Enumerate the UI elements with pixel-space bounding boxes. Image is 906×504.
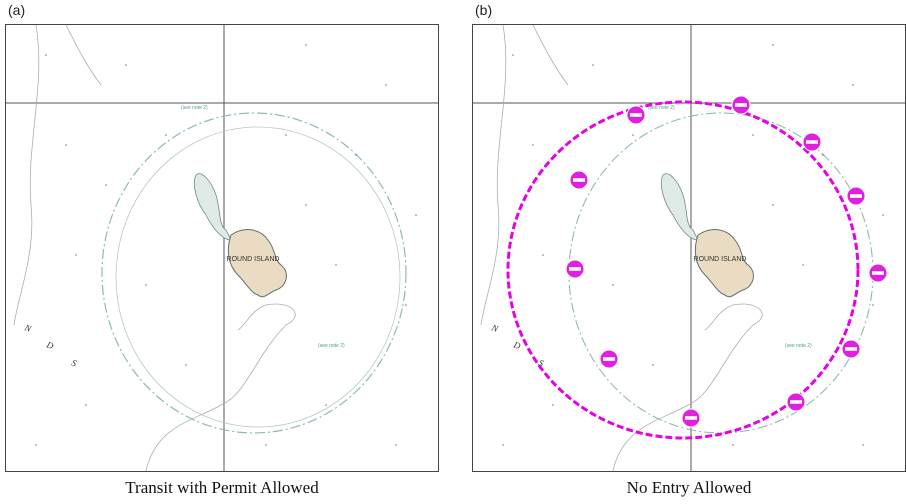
sounding-marks [502, 44, 884, 446]
sounding-marks [35, 44, 417, 446]
panel-a-chart: ROUND ISLAND (see note 2) (see note 2) N… [5, 24, 439, 472]
no-entry-icon [802, 132, 822, 152]
no-entry-icon [569, 170, 589, 190]
no-entry-zone-boundary [506, 100, 860, 440]
restricted-zone-inner [115, 126, 401, 428]
depth-contour [145, 303, 296, 471]
note-label-north: (see note 2) [648, 105, 675, 111]
no-entry-icon [786, 392, 806, 412]
depth-contour [480, 25, 507, 326]
panel-b-chart: ROUND ISLAND (see note 2) (see note 2) N… [472, 24, 906, 472]
no-entry-icon [681, 408, 701, 428]
note-label-north: (see note 2) [181, 105, 208, 111]
island-name-label: ROUND ISLAND [694, 256, 747, 263]
note-label-east: (see note 2) [318, 343, 345, 349]
panel-b-caption: No Entry Allowed [626, 478, 752, 497]
nautical-chart-b: ROUND ISLAND (see note 2) (see note 2) N… [473, 25, 905, 471]
no-entry-icon [846, 186, 866, 206]
nautical-chart-a: ROUND ISLAND (see note 2) (see note 2) N… [6, 25, 438, 471]
note-label-east: (see note 2) [785, 343, 812, 349]
panel-a-caption: Transit with Permit Allowed [125, 478, 319, 497]
no-entry-icon [841, 339, 861, 359]
no-entry-icon [731, 95, 751, 115]
chart-letter-d: D [511, 339, 522, 351]
no-entry-icon [599, 349, 619, 369]
depth-contour [532, 25, 569, 86]
depth-contour [13, 25, 40, 326]
panel-b-label: (b) [475, 2, 493, 18]
depth-contour [612, 303, 763, 471]
panel-a-label: (a) [8, 2, 26, 18]
chart-letter-n: N [22, 322, 33, 334]
chart-letter-d: D [44, 339, 55, 351]
no-entry-icon [565, 259, 585, 279]
restricted-zone-boundary [101, 112, 407, 434]
chart-letter-n: N [489, 322, 500, 334]
island-land [227, 229, 287, 298]
chart-letter-s: S [537, 357, 545, 368]
island-land [694, 229, 754, 298]
depth-contour [65, 25, 102, 86]
reef-outline [660, 173, 699, 241]
chart-letter-s: S [70, 357, 78, 368]
no-entry-markers [565, 95, 888, 428]
no-entry-icon [868, 263, 888, 283]
reef-outline [193, 173, 232, 241]
no-entry-icon [626, 105, 646, 125]
island-name-label: ROUND ISLAND [227, 256, 280, 263]
